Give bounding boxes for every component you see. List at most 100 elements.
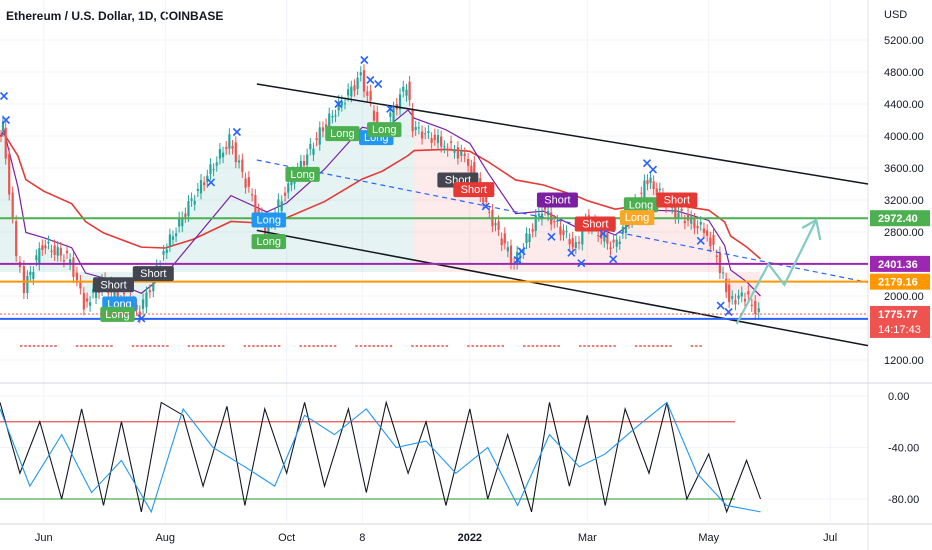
candle-body [537,213,540,216]
candle-body [148,290,151,293]
candle-body [398,94,402,110]
candle-body [174,233,178,237]
candle-body [0,136,3,137]
volume-dot [157,345,160,347]
volume-dot [213,345,216,347]
volume-dot [544,345,547,347]
candle-body [237,160,241,163]
candle-body [553,220,556,223]
signal-label-long: Long [285,166,320,182]
cross-marker [648,165,658,174]
candle-body [283,192,287,196]
volume-dot [20,345,23,347]
candle-body [603,232,606,242]
candle-body [649,177,652,183]
candle-body [740,292,743,297]
signal-label-box [251,212,286,228]
candle-body [65,250,69,254]
cross-marker [724,307,733,317]
candle-body [621,226,624,233]
x-tick-label: May [698,532,719,544]
cross-marker [1,115,11,125]
candle-body [122,292,126,295]
candle-body [414,126,417,130]
candle-body [680,208,683,212]
volume-dot [596,345,599,347]
projection-arrow-line [735,219,818,325]
candle-body [456,147,459,159]
y-tick-label: 3600.00 [884,163,924,175]
volume-dot [381,345,384,347]
candle-body [581,224,584,245]
x-tick-label: Jul [823,532,837,544]
candle-body [522,249,525,253]
signal-label-box [623,197,659,213]
volume-dot [303,345,307,347]
volume-dot [106,345,109,347]
volume-dot [41,345,44,347]
cross-marker [0,91,9,101]
candle-body [411,108,414,132]
signal-label-box [92,277,134,293]
volume-dot [364,345,367,347]
candle-body [277,199,280,207]
candle-body [162,251,165,255]
candle-body [11,192,14,218]
candle-body [32,271,35,280]
volume-dot [153,345,156,347]
volume-dot [299,345,302,347]
candle-body [193,200,196,205]
volume-dot [656,345,659,347]
volume-dot [531,345,535,347]
candle-body [218,149,222,159]
volume-dot [273,345,277,347]
volume-dot [131,345,135,347]
volume-dot [28,345,31,347]
candle-body [559,226,562,235]
candle-body [225,146,228,149]
candle-body [624,219,628,234]
candle-body [615,239,618,247]
signal-label-short: Short [92,277,134,293]
candle-body [152,275,155,292]
cross-marker [517,247,526,256]
candle-body [392,107,395,123]
y-tick-label: 4400.00 [884,99,924,111]
signal-label-text: Short [100,279,126,291]
signal-label-short: Short [132,266,174,282]
cross-marker [232,127,241,137]
candle-body [702,228,706,233]
volume-dot [613,345,616,347]
volume-dot [32,345,36,347]
candle-body [228,134,231,149]
volume-dot [80,345,83,347]
candle-body [247,177,250,187]
volume-dot [136,345,139,347]
candle-body [257,209,260,214]
candle-body [244,178,247,188]
candle-body [350,86,353,97]
candle-body [609,247,612,250]
candle-body [470,165,473,174]
candle-body [424,133,427,135]
volume-dot [557,345,560,347]
candle-body [646,180,649,185]
candle-body [190,198,193,201]
volume-dot [587,345,590,347]
candle-body [241,159,244,172]
candle-body [372,110,376,121]
candle-body [677,212,680,218]
candle-body [376,111,379,128]
candle-body [712,234,715,245]
candle-body [683,220,686,224]
volume-dot [600,345,603,347]
volume-dot [372,345,375,347]
countdown-text: 14:17:43 [878,324,921,336]
volume-dot [553,345,556,347]
volume-dot [527,345,530,347]
signal-label-box [619,210,655,226]
volume-dot [652,345,655,347]
volume-dot [441,345,444,347]
y-tick-label: 5200.00 [884,35,924,47]
volume-dot [88,345,92,347]
